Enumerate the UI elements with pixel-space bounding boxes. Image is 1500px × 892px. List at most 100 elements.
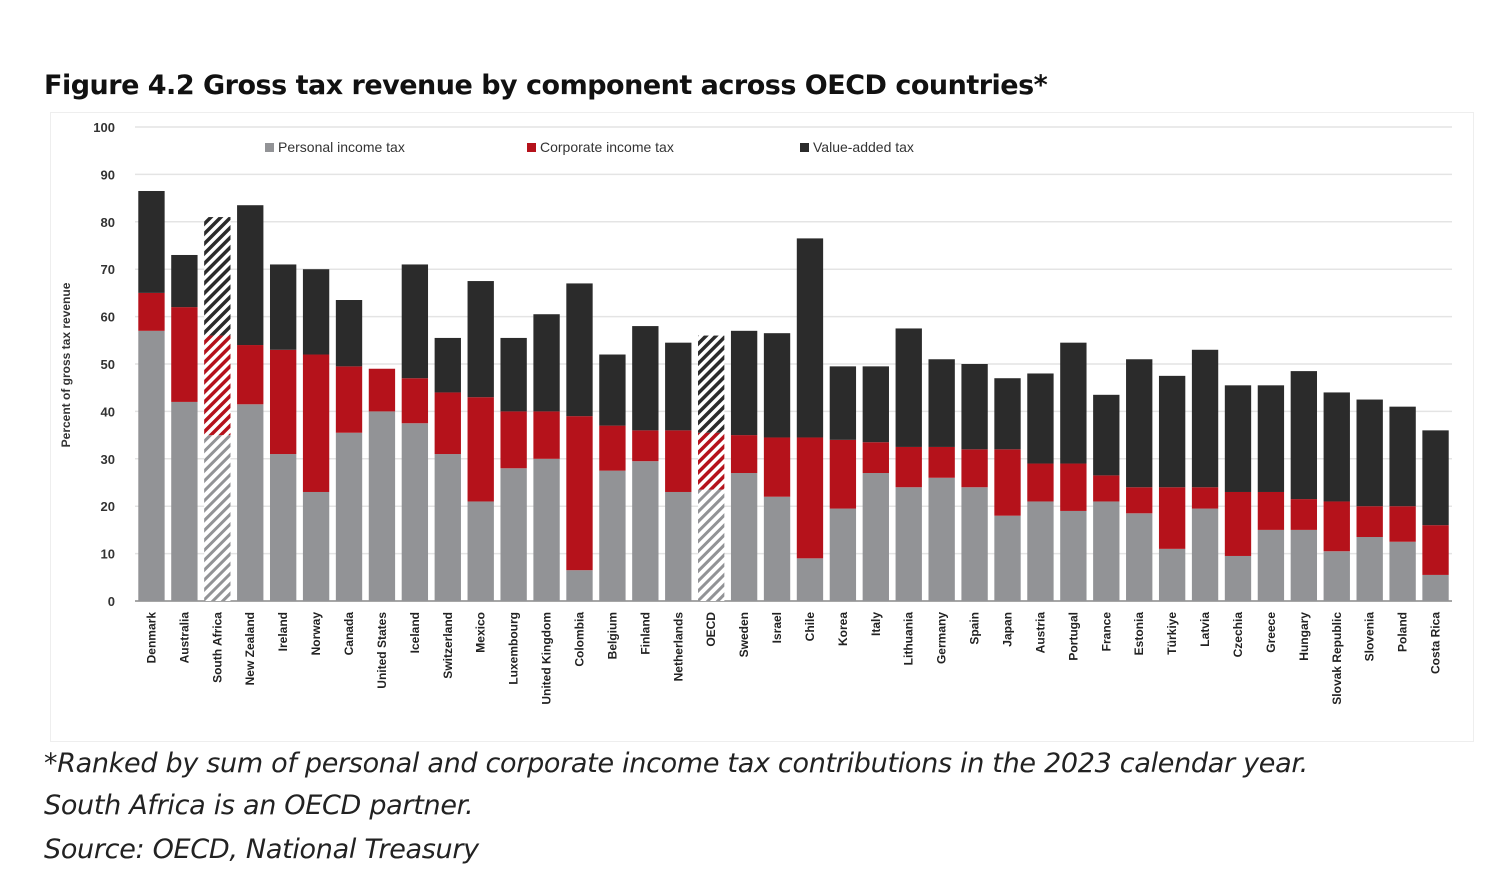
bar-segment-value-added-tax bbox=[698, 335, 725, 433]
x-tick-label: Slovenia bbox=[1363, 612, 1377, 662]
bar-segment-personal-income-tax bbox=[1158, 548, 1186, 601]
bar-segment-corporate-income-tax bbox=[961, 449, 988, 488]
x-tick-label: South Africa bbox=[210, 612, 224, 683]
legend-swatch bbox=[265, 143, 274, 152]
bar-segment-personal-income-tax bbox=[368, 411, 396, 601]
footnote-partner: South Africa is an OECD partner. bbox=[44, 790, 474, 821]
bar-segment-value-added-tax bbox=[1356, 399, 1383, 507]
bar-segment-corporate-income-tax bbox=[1191, 487, 1219, 509]
bar-segment-corporate-income-tax bbox=[1158, 487, 1186, 549]
x-tick-label: Mexico bbox=[474, 612, 488, 653]
bar-segment-personal-income-tax bbox=[763, 496, 791, 601]
bar-segment-personal-income-tax bbox=[1191, 508, 1219, 601]
x-tick-label: Sweden bbox=[737, 612, 751, 657]
bar-segment-corporate-income-tax bbox=[204, 335, 231, 436]
bar-segment-value-added-tax bbox=[302, 269, 330, 355]
bar-segment-personal-income-tax bbox=[829, 508, 857, 601]
bar-segment-value-added-tax bbox=[1158, 375, 1186, 488]
bar-segment-value-added-tax bbox=[1093, 394, 1120, 476]
bar-segment-personal-income-tax bbox=[895, 487, 922, 601]
bar-segment-corporate-income-tax bbox=[1027, 463, 1054, 502]
bar-segment-personal-income-tax bbox=[434, 454, 461, 601]
bar-segment-value-added-tax bbox=[862, 366, 889, 443]
x-tick-label: Australia bbox=[177, 612, 191, 664]
y-tick-label: 40 bbox=[101, 404, 115, 419]
bar-segment-personal-income-tax bbox=[632, 461, 659, 601]
bar-segment-personal-income-tax bbox=[1027, 501, 1054, 601]
bar-segment-personal-income-tax bbox=[1323, 551, 1350, 601]
bar-segment-personal-income-tax bbox=[1224, 555, 1252, 601]
bar-segment-value-added-tax bbox=[467, 281, 494, 398]
bar-segment-corporate-income-tax bbox=[1389, 506, 1416, 542]
y-tick-label: 10 bbox=[101, 547, 115, 562]
bar-segment-personal-income-tax bbox=[698, 489, 725, 601]
bar-segment-value-added-tax bbox=[1060, 342, 1087, 464]
bar-segment-personal-income-tax bbox=[862, 473, 889, 601]
bar-segment-personal-income-tax bbox=[533, 458, 560, 601]
bar-segment-value-added-tax bbox=[1323, 392, 1350, 502]
bar-segment-corporate-income-tax bbox=[171, 307, 198, 402]
x-tick-label: Austria bbox=[1033, 612, 1047, 654]
bar-segment-value-added-tax bbox=[928, 359, 955, 447]
bar-segment-corporate-income-tax bbox=[302, 354, 330, 492]
y-tick-label: 100 bbox=[93, 120, 115, 135]
bar-segment-corporate-income-tax bbox=[665, 430, 692, 492]
chart-frame bbox=[50, 112, 1474, 742]
bar-segment-corporate-income-tax bbox=[434, 392, 461, 455]
y-tick-label: 70 bbox=[101, 262, 115, 277]
bar-segment-value-added-tax bbox=[204, 217, 231, 336]
bar-segment-value-added-tax bbox=[434, 337, 461, 393]
bar-segment-personal-income-tax bbox=[171, 401, 198, 601]
bar-segment-personal-income-tax bbox=[500, 468, 527, 601]
bar-segment-corporate-income-tax bbox=[1093, 475, 1120, 502]
bar-segment-value-added-tax bbox=[632, 326, 659, 431]
bar-segment-value-added-tax bbox=[138, 190, 165, 293]
bar-segment-corporate-income-tax bbox=[1257, 491, 1285, 530]
bar-segment-value-added-tax bbox=[566, 283, 593, 417]
x-tick-label: Türkiye bbox=[1165, 612, 1179, 655]
bar-segment-corporate-income-tax bbox=[368, 368, 396, 412]
x-tick-label: Italy bbox=[869, 612, 883, 636]
x-tick-label: Estonia bbox=[1132, 612, 1146, 656]
x-tick-label: Norway bbox=[309, 612, 323, 656]
bar-segment-personal-income-tax bbox=[401, 423, 429, 601]
bar-segment-corporate-income-tax bbox=[730, 435, 758, 474]
x-tick-label: Israel bbox=[770, 612, 784, 643]
bar-segment-personal-income-tax bbox=[138, 330, 165, 601]
bar-segment-personal-income-tax bbox=[335, 432, 363, 601]
bar-segment-personal-income-tax bbox=[1257, 529, 1285, 601]
bar-segment-value-added-tax bbox=[237, 205, 264, 346]
bar-segment-value-added-tax bbox=[1126, 359, 1153, 488]
x-tick-label: Netherlands bbox=[671, 612, 685, 682]
x-tick-label: Lithuania bbox=[902, 612, 916, 666]
bar-segment-value-added-tax bbox=[665, 342, 692, 431]
y-tick-label: 50 bbox=[101, 357, 115, 372]
x-tick-label: Costa Rica bbox=[1429, 612, 1443, 674]
bar-segment-personal-income-tax bbox=[1422, 574, 1449, 601]
bar-segment-value-added-tax bbox=[763, 333, 791, 438]
bar-segment-personal-income-tax bbox=[566, 570, 593, 601]
bar-segment-personal-income-tax bbox=[599, 470, 626, 601]
bar-segment-corporate-income-tax bbox=[632, 430, 659, 462]
bar-segment-value-added-tax bbox=[829, 366, 857, 440]
bar-segment-value-added-tax bbox=[961, 364, 988, 450]
x-tick-label: Germany bbox=[935, 612, 949, 664]
bar-segment-corporate-income-tax bbox=[335, 366, 363, 433]
bar-segment-corporate-income-tax bbox=[533, 411, 560, 459]
bar-segment-personal-income-tax bbox=[269, 454, 297, 601]
bar-segment-personal-income-tax bbox=[665, 491, 692, 601]
x-tick-label: Ireland bbox=[276, 612, 290, 651]
bar-segment-corporate-income-tax bbox=[698, 432, 725, 490]
legend-swatch bbox=[800, 143, 809, 152]
x-tick-label: United Kingdom bbox=[540, 612, 554, 705]
bar-segment-value-added-tax bbox=[1191, 349, 1219, 488]
bar-segment-value-added-tax bbox=[1224, 385, 1252, 492]
bar-segment-value-added-tax bbox=[1257, 385, 1285, 492]
bar-segment-personal-income-tax bbox=[730, 473, 758, 601]
x-tick-label: Latvia bbox=[1198, 612, 1212, 647]
y-axis-label: Percent of gross tax revenue bbox=[59, 282, 73, 447]
legend-label: Corporate income tax bbox=[540, 139, 674, 155]
bar-segment-corporate-income-tax bbox=[1422, 525, 1449, 575]
bar-segment-corporate-income-tax bbox=[269, 349, 297, 455]
bar-segment-value-added-tax bbox=[730, 330, 758, 436]
